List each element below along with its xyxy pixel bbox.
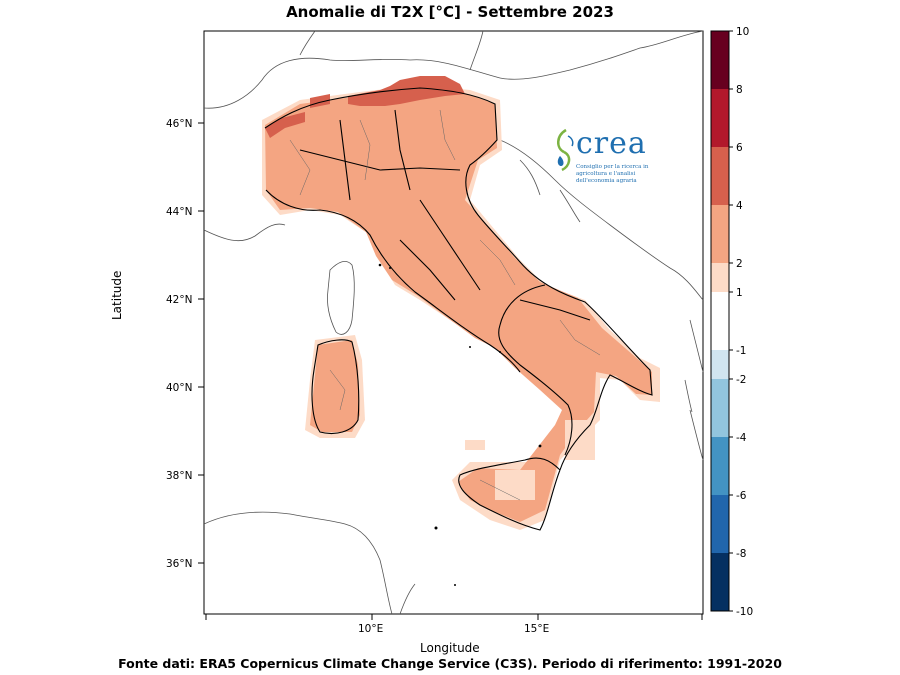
colorbar-swatch (711, 31, 729, 89)
colorbar-frame (710, 30, 730, 612)
y-tick-label: 36°N (166, 558, 192, 570)
y-tick-label: 46°N (166, 118, 192, 130)
anomaly-main-region (265, 89, 652, 522)
colorbar-swatch (711, 147, 729, 205)
x-tick-label: 10°E (358, 623, 383, 635)
colorbar-swatch (711, 89, 729, 147)
colorbar-label: -8 (736, 548, 746, 560)
colorbar-label: 8 (736, 84, 743, 96)
y-tick-label: 40°N (166, 382, 192, 394)
colorbar-label: -1 (736, 345, 746, 357)
colorbar-swatch (711, 495, 729, 553)
leaf-drop-icon (557, 128, 574, 172)
map-title: Anomalie di T2X [°C] - Settembre 2023 (286, 3, 614, 21)
italy-borders (264, 87, 653, 531)
anomaly-high-region (265, 76, 465, 138)
colorbar-label: 1 (736, 287, 743, 299)
small-islands (378, 263, 542, 586)
province-borders (289, 109, 601, 501)
y-tick-label: 44°N (166, 206, 192, 218)
colorbar-swatch (711, 350, 729, 379)
colorbar-label: -10 (736, 606, 753, 618)
x-tick-label: 15°E (524, 623, 549, 635)
axis-ticks (198, 122, 703, 620)
colorbar-swatch (711, 553, 729, 611)
coastlines (203, 30, 704, 615)
y-tick-label: 42°N (166, 294, 192, 306)
crea-logo: crea Consiglio per la ricerca in agricol… (552, 126, 662, 186)
colorbar-swatch (711, 292, 729, 350)
logo-wordmark: crea (576, 126, 647, 161)
colorbar-label: -6 (736, 490, 747, 502)
colorbar-label: -4 (736, 432, 747, 444)
data-source-footer: Fonte dati: ERA5 Copernicus Climate Chan… (118, 656, 782, 671)
colorbar-swatch (711, 437, 729, 495)
colorbar-swatch (711, 263, 729, 292)
colorbar-label: 4 (736, 200, 743, 212)
colorbar-swatch (711, 205, 729, 263)
colorbar-label: 6 (736, 142, 743, 154)
colorbar: 10 8 6 4 2 1 -1 -2 -4 -6 -8 -10 (710, 26, 753, 618)
logo-subtitle: Consiglio per la ricerca in agricoltura … (576, 164, 649, 184)
colorbar-label: 2 (736, 258, 743, 270)
x-axis-label: Longitude (420, 641, 480, 655)
colorbar-swatch (711, 379, 729, 437)
colorbar-label: 10 (736, 26, 749, 38)
y-tick-label: 38°N (166, 470, 192, 482)
colorbar-label: -2 (736, 374, 746, 386)
